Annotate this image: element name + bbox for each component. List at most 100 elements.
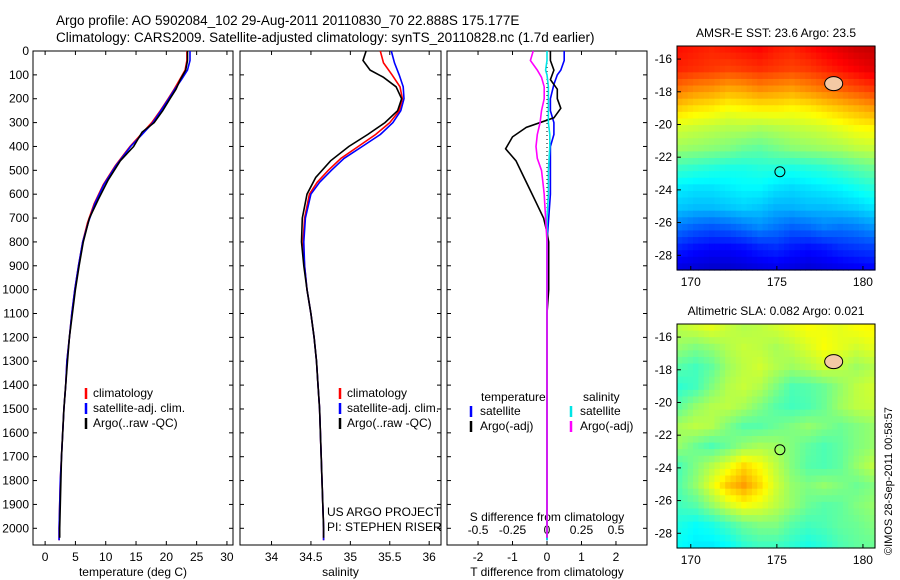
heatmap-cell — [767, 111, 774, 120]
heatmap-cell — [821, 105, 828, 113]
heatmap-cell — [869, 85, 876, 93]
series-line-salinity-satellite — [544, 51, 551, 541]
heatmap-cell — [864, 230, 871, 238]
heatmap-cell — [709, 515, 716, 523]
heatmap-cell — [698, 356, 705, 365]
heatmap-cell — [784, 138, 790, 146]
heatmap-cell — [762, 46, 769, 54]
heatmap-cell — [832, 59, 839, 67]
heatmap-cell — [719, 521, 726, 529]
heatmap-cell — [767, 65, 774, 73]
heatmap-cell — [805, 46, 812, 54]
heatmap-cell — [687, 105, 694, 113]
heatmap-cell — [842, 521, 849, 529]
heatmap-cell — [800, 72, 807, 80]
heatmap-cell — [693, 455, 699, 463]
heatmap-cell — [693, 475, 699, 483]
heatmap-cell — [725, 125, 732, 133]
heatmap-cell — [730, 429, 737, 437]
heatmap-cell — [789, 442, 796, 450]
heatmap-cell — [848, 125, 855, 133]
heatmap-cell — [848, 534, 855, 543]
heatmap-cell — [778, 363, 785, 371]
heatmap-cell — [762, 409, 769, 417]
heatmap-cell — [773, 263, 780, 271]
heatmap-cell — [794, 243, 801, 251]
heatmap-cell — [837, 409, 844, 417]
heatmap-cell — [730, 256, 737, 265]
heatmap-cell — [725, 449, 732, 457]
heatmap-cell — [767, 468, 774, 477]
heatmap-cell — [842, 243, 849, 251]
heatmap-cell — [687, 125, 694, 133]
heatmap-cell — [730, 131, 737, 139]
heatmap-cell — [784, 250, 790, 258]
heatmap-cell — [821, 190, 828, 199]
heatmap-cell — [698, 455, 705, 463]
heatmap-cell — [858, 449, 865, 457]
heatmap-cell — [741, 534, 748, 543]
heatmap-cell — [810, 131, 817, 139]
heatmap-cell — [832, 488, 839, 496]
heatmap-cell — [703, 370, 710, 378]
heatmap-cell — [842, 482, 849, 490]
heatmap-cell — [687, 508, 694, 516]
heatmap-cell — [746, 65, 753, 73]
heatmap-cell — [741, 223, 748, 232]
heatmap-cell — [693, 131, 699, 139]
heatmap-cell — [848, 508, 855, 516]
heatmap-cell — [837, 151, 844, 159]
heatmap-cell — [757, 230, 764, 238]
heatmap-cell — [789, 131, 796, 139]
heatmap-cell — [762, 190, 769, 199]
heatmap-cell — [832, 223, 839, 232]
heatmap-cell — [687, 177, 694, 185]
heatmap-cell — [810, 151, 817, 159]
heatmap-cell — [698, 65, 705, 73]
heatmap-cell — [789, 263, 796, 271]
heatmap-cell — [858, 164, 865, 172]
heatmap-cell — [789, 376, 796, 384]
heatmap-cell — [810, 350, 817, 358]
heatmap-cell — [816, 65, 823, 73]
heatmap-cell — [778, 158, 785, 166]
heatmap-cell — [832, 46, 839, 54]
heatmap-cell — [741, 482, 748, 490]
heatmap-cell — [682, 184, 689, 192]
heatmap-cell — [682, 541, 689, 549]
heatmap-cell — [778, 337, 785, 345]
heatmap-cell — [682, 422, 689, 431]
map-frame — [676, 323, 876, 549]
heatmap-cell — [693, 495, 699, 503]
heatmap-cell — [800, 337, 807, 345]
heatmap-cell — [682, 250, 689, 258]
heatmap-cell — [677, 105, 683, 113]
heatmap-cell — [698, 442, 705, 450]
heatmap-cell — [687, 223, 694, 232]
heatmap-cell — [741, 46, 748, 54]
heatmap-cell — [805, 151, 812, 159]
heatmap-cell — [832, 495, 839, 503]
heatmap-cell — [789, 455, 796, 463]
heatmap-cell — [869, 416, 876, 424]
heatmap-cell — [778, 237, 785, 245]
x-tick-label: 15 — [129, 550, 143, 564]
heatmap-cell — [816, 488, 823, 496]
heatmap-cell — [869, 475, 876, 483]
heatmap-cell — [741, 396, 748, 404]
heatmap-cell — [767, 46, 774, 54]
heatmap-cell — [789, 363, 796, 371]
heatmap-cell — [821, 85, 828, 93]
heatmap-cell — [858, 237, 865, 245]
heatmap-cell — [842, 449, 849, 457]
heatmap-cell — [698, 197, 705, 205]
heatmap-cell — [751, 396, 758, 404]
heatmap-cell — [693, 98, 699, 106]
heatmap-cell — [687, 52, 694, 60]
profile-panel-3: -2 -1 0 1 2T difference from climatology-0.5… — [446, 50, 648, 579]
heatmap-cell — [858, 409, 865, 417]
heatmap-cell — [789, 98, 796, 106]
heatmap-cell — [858, 343, 865, 351]
heatmap-cell — [693, 363, 699, 371]
heatmap-cell — [778, 98, 785, 106]
